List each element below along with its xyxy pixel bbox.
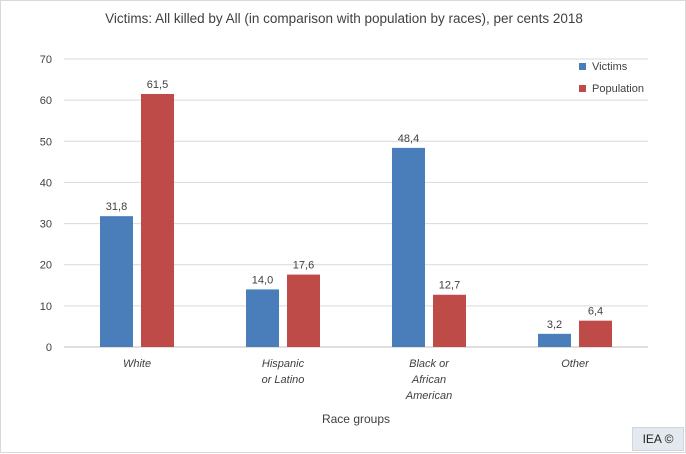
y-tick-label: 0 [46, 342, 52, 354]
legend: Victims Population [579, 61, 644, 95]
category-label-line: White [123, 358, 151, 370]
bar-population [141, 93, 174, 347]
category-label-line: or Latino [262, 374, 305, 386]
x-axis-title: Race groups [322, 412, 390, 426]
category-label: Black or African American [405, 358, 452, 402]
category-label-line: Other [561, 358, 590, 370]
data-label: 12,7 [439, 280, 460, 292]
data-labels: 31,8 61,5 14,0 17,6 48,4 12,7 3,2 6,4 [106, 79, 603, 331]
legend-swatch [579, 63, 586, 70]
y-axis-ticks: 0 10 20 30 40 50 60 70 [40, 54, 52, 354]
data-label: 61,5 [147, 79, 168, 91]
data-label: 14,0 [252, 274, 273, 286]
category-label-line: American [405, 390, 452, 402]
credit-badge: IEA © [632, 427, 684, 451]
y-tick-label: 10 [40, 301, 52, 313]
chart-title: Victims: All killed by All (in compariso… [105, 11, 583, 26]
bar-victims [538, 333, 571, 347]
bar-victims [392, 147, 425, 347]
category-label-line: Black or [409, 358, 450, 370]
y-tick-label: 70 [40, 54, 52, 66]
y-tick-label: 40 [40, 177, 52, 189]
legend-swatch [579, 85, 586, 92]
data-label: 48,4 [398, 133, 419, 145]
data-label: 6,4 [588, 306, 603, 318]
bar-population [287, 274, 320, 347]
legend-label: Population [592, 83, 644, 95]
bar-victims [100, 216, 133, 347]
category-label: Hispanic or Latino [262, 358, 305, 386]
category-label: Other [561, 358, 590, 370]
y-tick-label: 50 [40, 136, 52, 148]
y-tick-label: 20 [40, 260, 52, 272]
bar-population [579, 320, 612, 347]
bars [100, 93, 612, 347]
y-tick-label: 30 [40, 219, 52, 231]
data-label: 17,6 [293, 260, 314, 272]
category-label-line: African [411, 374, 446, 386]
y-tick-label: 60 [40, 95, 52, 107]
data-label: 3,2 [547, 319, 562, 331]
category-label: White [123, 358, 151, 370]
data-label: 31,8 [106, 201, 127, 213]
category-label-line: Hispanic [262, 358, 305, 370]
bar-victims [246, 289, 279, 347]
legend-label: Victims [592, 61, 628, 73]
bar-population [433, 294, 466, 347]
category-labels: White Hispanic or Latino Black or African Ame… [123, 358, 590, 402]
